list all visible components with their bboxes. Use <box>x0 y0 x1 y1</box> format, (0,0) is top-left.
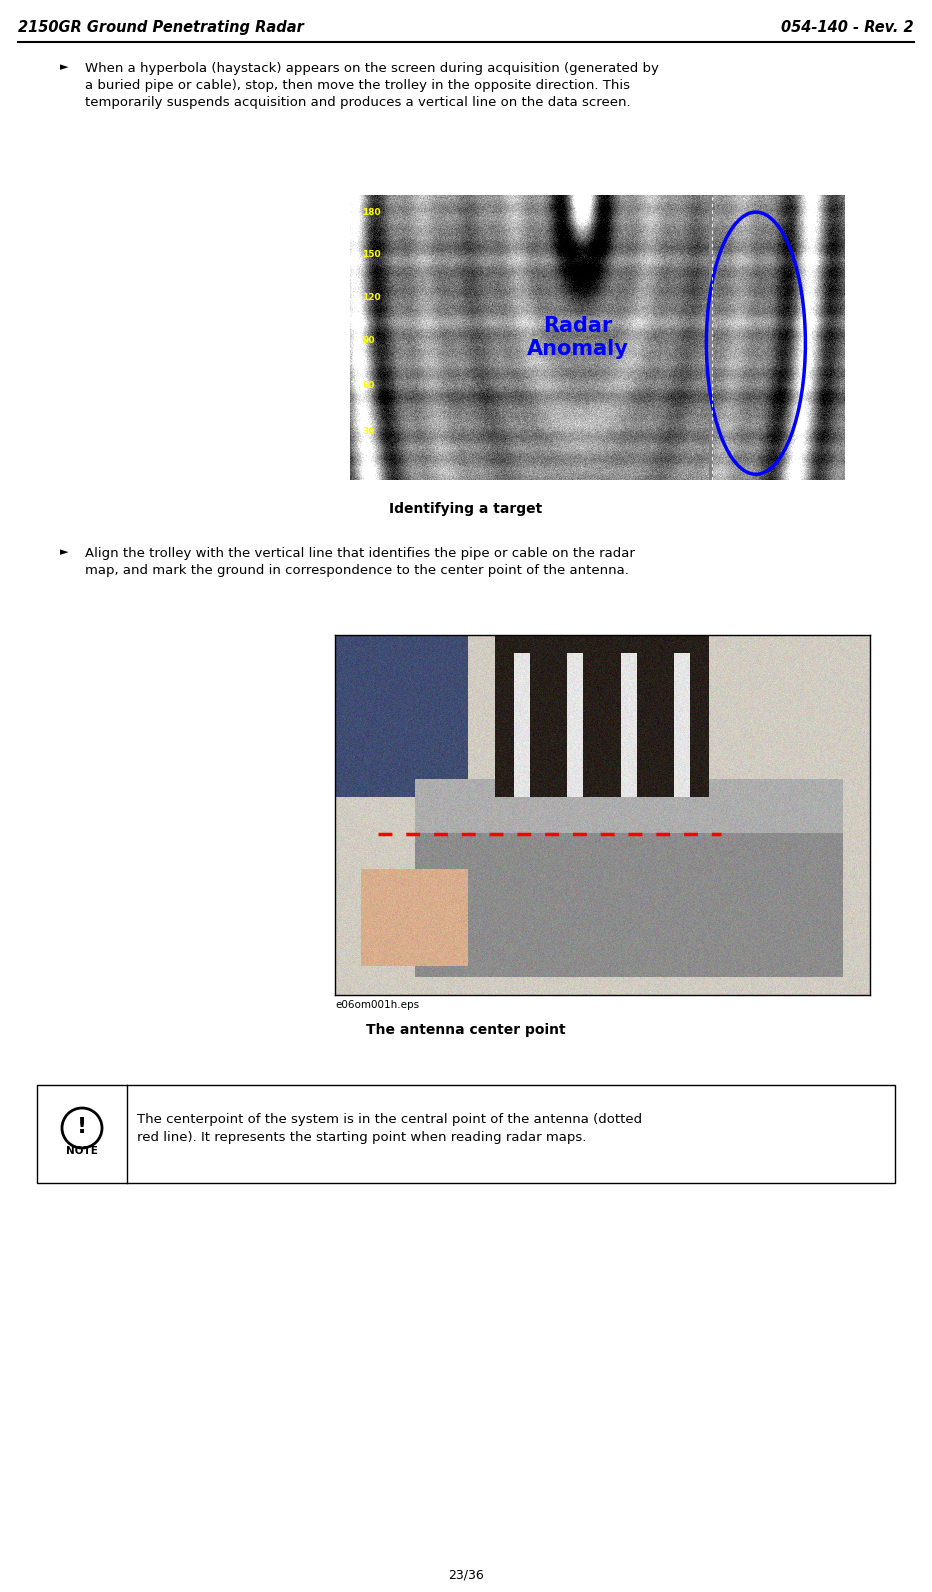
Text: 054-140 - Rev. 2: 054-140 - Rev. 2 <box>781 21 914 35</box>
Text: ►: ► <box>60 548 68 557</box>
Text: The antenna center point: The antenna center point <box>366 1024 566 1036</box>
Text: !: ! <box>77 1118 87 1137</box>
Text: 180: 180 <box>363 207 381 217</box>
Text: e06om001h.eps: e06om001h.eps <box>335 1000 419 1009</box>
Text: map, and mark the ground in correspondence to the center point of the antenna.: map, and mark the ground in corresponden… <box>85 564 629 576</box>
Bar <box>37 1086 895 1183</box>
Text: 150: 150 <box>363 250 381 259</box>
Text: temporarily suspends acquisition and produces a vertical line on the data screen: temporarily suspends acquisition and pro… <box>85 96 631 108</box>
Text: Radar
Anomaly: Radar Anomaly <box>527 315 629 360</box>
Text: 2150GR Ground Penetrating Radar: 2150GR Ground Penetrating Radar <box>18 21 304 35</box>
Text: NOTE: NOTE <box>66 1146 98 1156</box>
Text: red line). It represents the starting point when reading radar maps.: red line). It represents the starting po… <box>137 1130 586 1145</box>
Text: Align the trolley with the vertical line that identifies the pipe or cable on th: Align the trolley with the vertical line… <box>85 548 635 560</box>
Text: 60: 60 <box>363 382 375 390</box>
Text: ►: ► <box>60 62 68 72</box>
Text: a buried pipe or cable), stop, then move the trolley in the opposite direction. : a buried pipe or cable), stop, then move… <box>85 80 630 92</box>
Text: 30: 30 <box>363 427 375 436</box>
Text: When a hyperbola (haystack) appears on the screen during acquisition (generated : When a hyperbola (haystack) appears on t… <box>85 62 659 75</box>
Text: 23/36: 23/36 <box>448 1568 484 1581</box>
Text: 120: 120 <box>363 293 381 302</box>
Text: 90: 90 <box>363 336 375 345</box>
Text: Identifying a target: Identifying a target <box>390 501 542 516</box>
Text: The centerpoint of the system is in the central point of the antenna (dotted: The centerpoint of the system is in the … <box>137 1113 642 1126</box>
